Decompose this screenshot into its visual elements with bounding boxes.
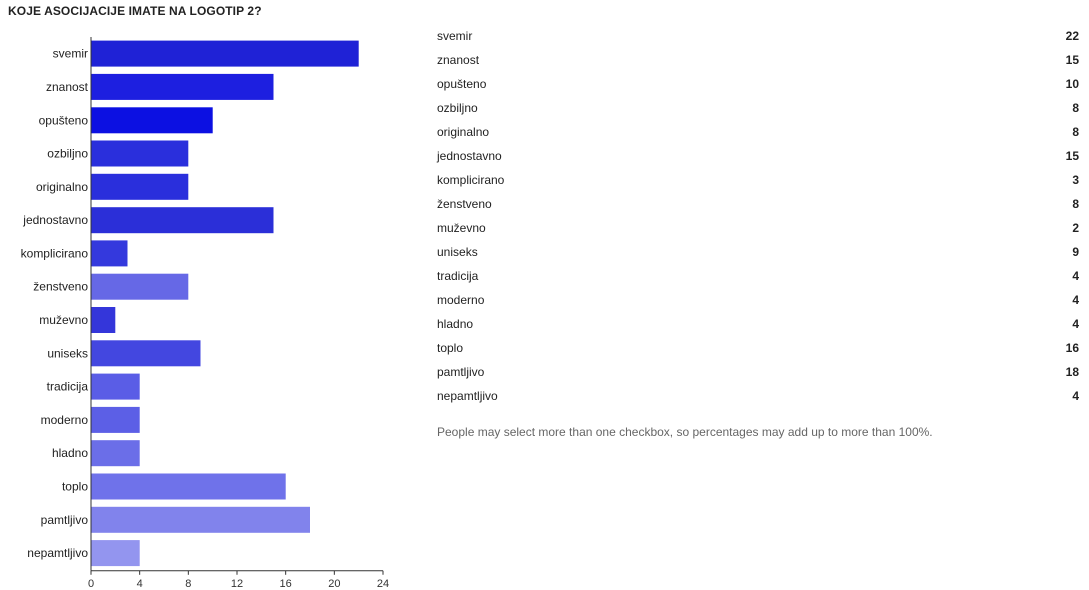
category-label: ozbiljno: [47, 147, 88, 161]
category-label: originalno: [36, 180, 88, 194]
bar-chart: svemir znanost opušteno ozbiljno originalno j…: [21, 37, 389, 590]
summary-count: 8: [1072, 125, 1079, 139]
bar-moderno: [91, 406, 140, 433]
summary-count: 2: [1072, 221, 1079, 235]
summary-table: svemir 22 znanost 15 opušteno 10 ozbiljno 8 orig…: [437, 24, 1079, 408]
summary-label: pamtljivo: [437, 365, 485, 379]
x-tick-label: 16: [280, 578, 292, 590]
summary-row: originalno 8: [437, 120, 1079, 144]
bar-znanost: [91, 73, 274, 100]
summary-label: muževno: [437, 221, 486, 235]
x-tick-label: 4: [137, 578, 143, 590]
bar-muževno: [91, 307, 116, 333]
bar-nepamtljivo: [91, 540, 140, 567]
category-label: muževno: [39, 313, 88, 327]
summary-count: 22: [1065, 29, 1079, 43]
category-label: jednostavno: [22, 213, 88, 227]
summary-count: 9: [1072, 245, 1079, 259]
summary-label: znanost: [437, 53, 480, 67]
bar-komplicirano: [91, 240, 128, 267]
x-tick-label: 12: [231, 578, 243, 590]
summary-count: 8: [1072, 101, 1079, 115]
summary-label: uniseks: [437, 245, 478, 259]
summary-count: 4: [1072, 317, 1079, 331]
summary-row: toplo 16: [437, 336, 1079, 360]
bar-jednostavno: [91, 207, 274, 234]
summary-row: hladno 4: [437, 312, 1079, 336]
bar-opušteno: [91, 107, 213, 134]
bar-originalno: [91, 173, 189, 200]
summary-count: 4: [1072, 389, 1079, 403]
summary-label: moderno: [437, 293, 485, 307]
summary-count: 4: [1072, 269, 1079, 283]
bar-tradicija: [91, 373, 140, 400]
chart-title: KOJE ASOCIJACIJE IMATE NA LOGOTIP 2?: [8, 4, 262, 18]
summary-label: svemir: [437, 29, 473, 43]
category-label: komplicirano: [21, 246, 89, 260]
category-label: znanost: [46, 80, 89, 94]
bar-ozbiljno: [91, 140, 189, 167]
summary-row: tradicija 4: [437, 264, 1079, 288]
bar-ženstveno: [91, 273, 189, 300]
summary-label: komplicirano: [437, 173, 505, 187]
summary-count: 3: [1072, 173, 1079, 187]
summary-row: komplicirano 3: [437, 168, 1079, 192]
summary-row: opušteno 10: [437, 72, 1079, 96]
category-label: moderno: [41, 413, 89, 427]
category-label: svemir: [53, 47, 88, 61]
category-label: uniseks: [47, 346, 88, 360]
summary-count: 18: [1065, 365, 1079, 379]
x-tick-label: 20: [328, 578, 340, 590]
summary-row: znanost 15: [437, 48, 1079, 72]
summary-label: opušteno: [437, 77, 487, 91]
x-tick-label: 8: [185, 578, 191, 590]
category-label: opušteno: [39, 113, 89, 127]
summary-row: ženstveno 8: [437, 192, 1079, 216]
bar-toplo: [91, 473, 286, 500]
summary-row: uniseks 9: [437, 240, 1079, 264]
bar-svemir: [91, 40, 359, 67]
summary-count: 4: [1072, 293, 1079, 307]
category-label: hladno: [52, 446, 88, 460]
summary-label: tradicija: [437, 269, 479, 283]
summary-row: pamtljivo 18: [437, 360, 1079, 384]
category-label: toplo: [62, 480, 88, 494]
summary-label: hladno: [437, 317, 474, 331]
summary-label: nepamtljivo: [437, 389, 498, 403]
summary-count: 8: [1072, 197, 1079, 211]
summary-row: svemir 22: [437, 24, 1079, 48]
summary-row: moderno 4: [437, 288, 1079, 312]
summary-label: ozbiljno: [437, 101, 478, 115]
bar-pamtljivo: [91, 506, 310, 533]
summary-row: ozbiljno 8: [437, 96, 1079, 120]
bar-hladno: [91, 440, 140, 467]
summary-label: toplo: [437, 341, 464, 355]
bar-uniseks: [91, 340, 201, 367]
summary-row: nepamtljivo 4: [437, 384, 1079, 408]
summary-label: ženstveno: [437, 197, 492, 211]
x-tick-label: 24: [377, 578, 389, 590]
summary-count: 10: [1065, 77, 1079, 91]
summary-row: muževno 2: [437, 216, 1079, 240]
footnote: People may select more than one checkbox…: [437, 425, 933, 439]
category-label: tradicija: [47, 380, 89, 394]
summary-count: 16: [1065, 341, 1079, 355]
summary-count: 15: [1065, 53, 1079, 67]
x-tick-label: 0: [88, 578, 94, 590]
category-label: nepamtljivo: [27, 546, 88, 560]
category-label: pamtljivo: [41, 513, 89, 527]
summary-row: jednostavno 15: [437, 144, 1079, 168]
category-label: ženstveno: [33, 280, 88, 294]
summary-label: originalno: [437, 125, 490, 139]
summary-count: 15: [1065, 149, 1079, 163]
summary-label: jednostavno: [437, 149, 502, 163]
